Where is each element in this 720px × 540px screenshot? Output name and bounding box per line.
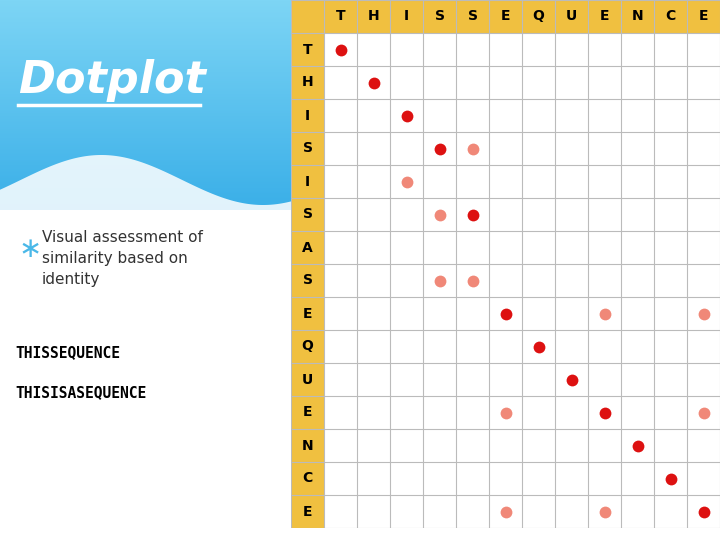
Text: N: N — [302, 438, 313, 453]
Text: E: E — [302, 504, 312, 518]
Text: S: S — [467, 10, 477, 24]
Text: I: I — [305, 174, 310, 188]
Text: U: U — [302, 373, 313, 387]
Bar — [291, 33, 324, 528]
Text: Dotplot: Dotplot — [18, 58, 206, 102]
Text: E: E — [500, 10, 510, 24]
Text: C: C — [665, 10, 675, 24]
Text: A: A — [302, 240, 313, 254]
Text: Q: Q — [302, 340, 313, 354]
Text: S: S — [302, 273, 312, 287]
Text: H: H — [302, 76, 313, 90]
Text: U: U — [566, 10, 577, 24]
Text: S: S — [434, 10, 444, 24]
Text: I: I — [404, 10, 409, 24]
Text: E: E — [302, 307, 312, 321]
Bar — [291, 0, 720, 33]
Text: E: E — [302, 406, 312, 420]
Bar — [291, 0, 324, 33]
Text: H: H — [368, 10, 379, 24]
Polygon shape — [0, 155, 291, 210]
Text: T: T — [302, 43, 312, 57]
Text: T: T — [336, 10, 346, 24]
Text: N: N — [631, 10, 643, 24]
Text: ∗: ∗ — [18, 235, 41, 263]
Text: E: E — [698, 10, 708, 24]
Text: I: I — [305, 109, 310, 123]
Text: C: C — [302, 471, 312, 485]
Text: THISISASEQUENCE: THISISASEQUENCE — [15, 385, 146, 400]
Text: S: S — [302, 141, 312, 156]
Text: S: S — [302, 207, 312, 221]
Text: THISSEQUENCE: THISSEQUENCE — [15, 345, 120, 360]
Text: E: E — [600, 10, 609, 24]
Text: Q: Q — [533, 10, 544, 24]
Text: Visual assessment of
similarity based on
identity: Visual assessment of similarity based on… — [42, 230, 203, 287]
